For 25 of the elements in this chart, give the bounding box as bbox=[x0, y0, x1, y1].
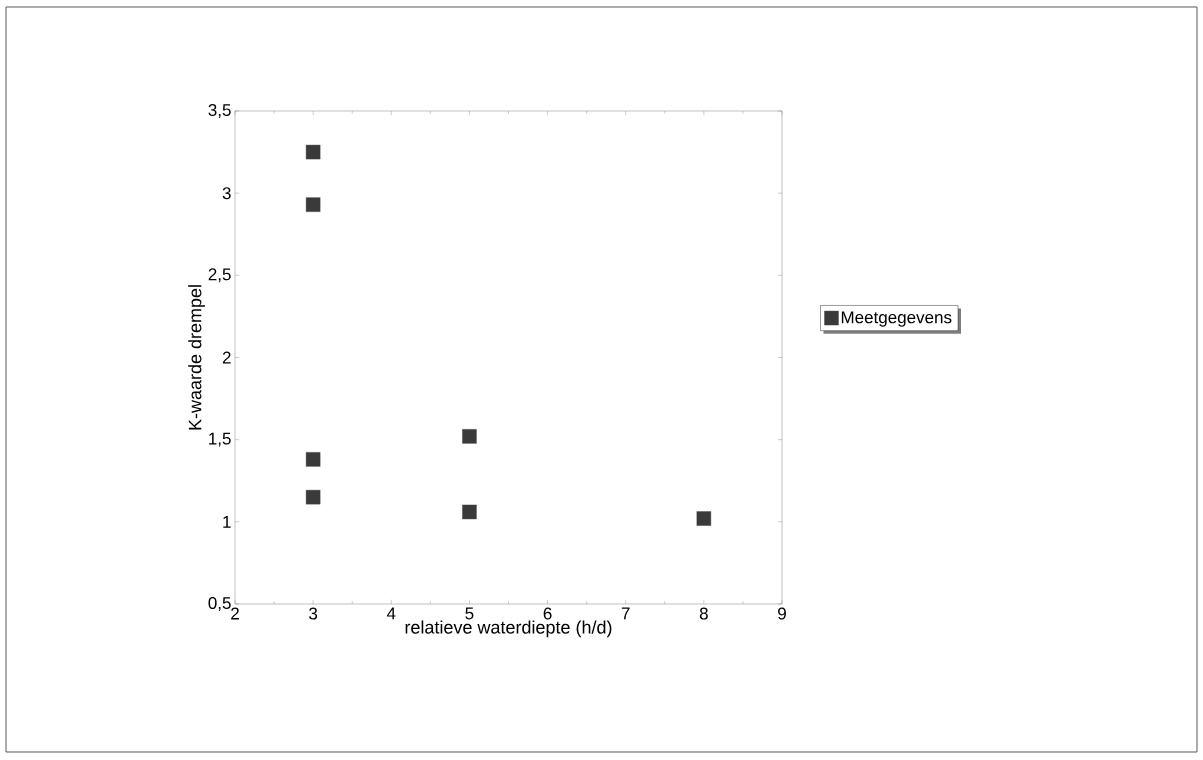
y-tick-label: 0,5 bbox=[208, 596, 231, 612]
x-tick-label: 3 bbox=[309, 607, 318, 620]
legend-label: Meetgegevens bbox=[841, 311, 952, 327]
point bbox=[696, 511, 712, 526]
x-tick-label: 8 bbox=[699, 607, 708, 620]
y-axis-title: K-waarde drempel bbox=[188, 285, 205, 430]
x-tick-label: 7 bbox=[621, 607, 630, 620]
x-axis-title: relatieve waterdiepte (h/d) bbox=[405, 620, 612, 638]
y-tick-label: 3,5 bbox=[208, 103, 231, 119]
x-tick-label: 4 bbox=[386, 607, 396, 620]
y-tick-label: 2,5 bbox=[208, 268, 231, 283]
point bbox=[305, 144, 321, 160]
y-tick-label: 2 bbox=[222, 351, 231, 364]
x-tick-label: 6 bbox=[543, 607, 552, 620]
x-tick-label: 9 bbox=[778, 607, 786, 620]
y-tick-label: 1 bbox=[223, 515, 231, 528]
point bbox=[462, 504, 477, 520]
point bbox=[305, 489, 321, 505]
x-tick-label: 5 bbox=[465, 607, 474, 620]
y-tick-label: 1,5 bbox=[209, 432, 231, 447]
y-tick-label: 3 bbox=[222, 187, 231, 200]
x-tick-label: 2 bbox=[231, 607, 239, 620]
point bbox=[305, 197, 321, 212]
point bbox=[305, 452, 321, 467]
point bbox=[462, 429, 477, 444]
